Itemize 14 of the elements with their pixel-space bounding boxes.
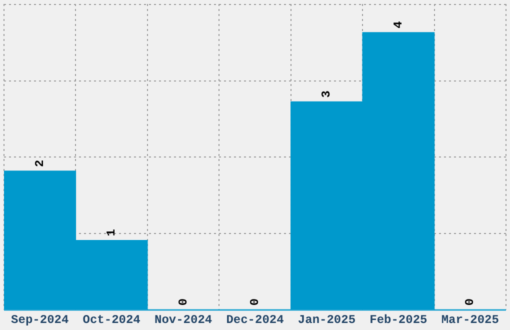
x-tick-label: Sep-2024 [11,312,69,327]
x-tick-label: Mar-2025 [441,312,499,327]
data-label: 4 [391,21,406,28]
x-tick-label: Oct-2024 [82,312,140,327]
data-label: 0 [176,298,190,306]
data-label: 2 [32,160,47,168]
x-tick-label: Nov-2024 [154,312,212,327]
data-label: 3 [320,90,334,98]
x-tick-label: Dec-2024 [226,312,284,327]
x-tick-label: Feb-2025 [370,312,428,327]
data-label: 0 [248,298,262,306]
x-tick-label: Jan-2025 [298,312,356,327]
data-label: 0 [463,298,478,306]
data-label: 1 [104,229,119,236]
